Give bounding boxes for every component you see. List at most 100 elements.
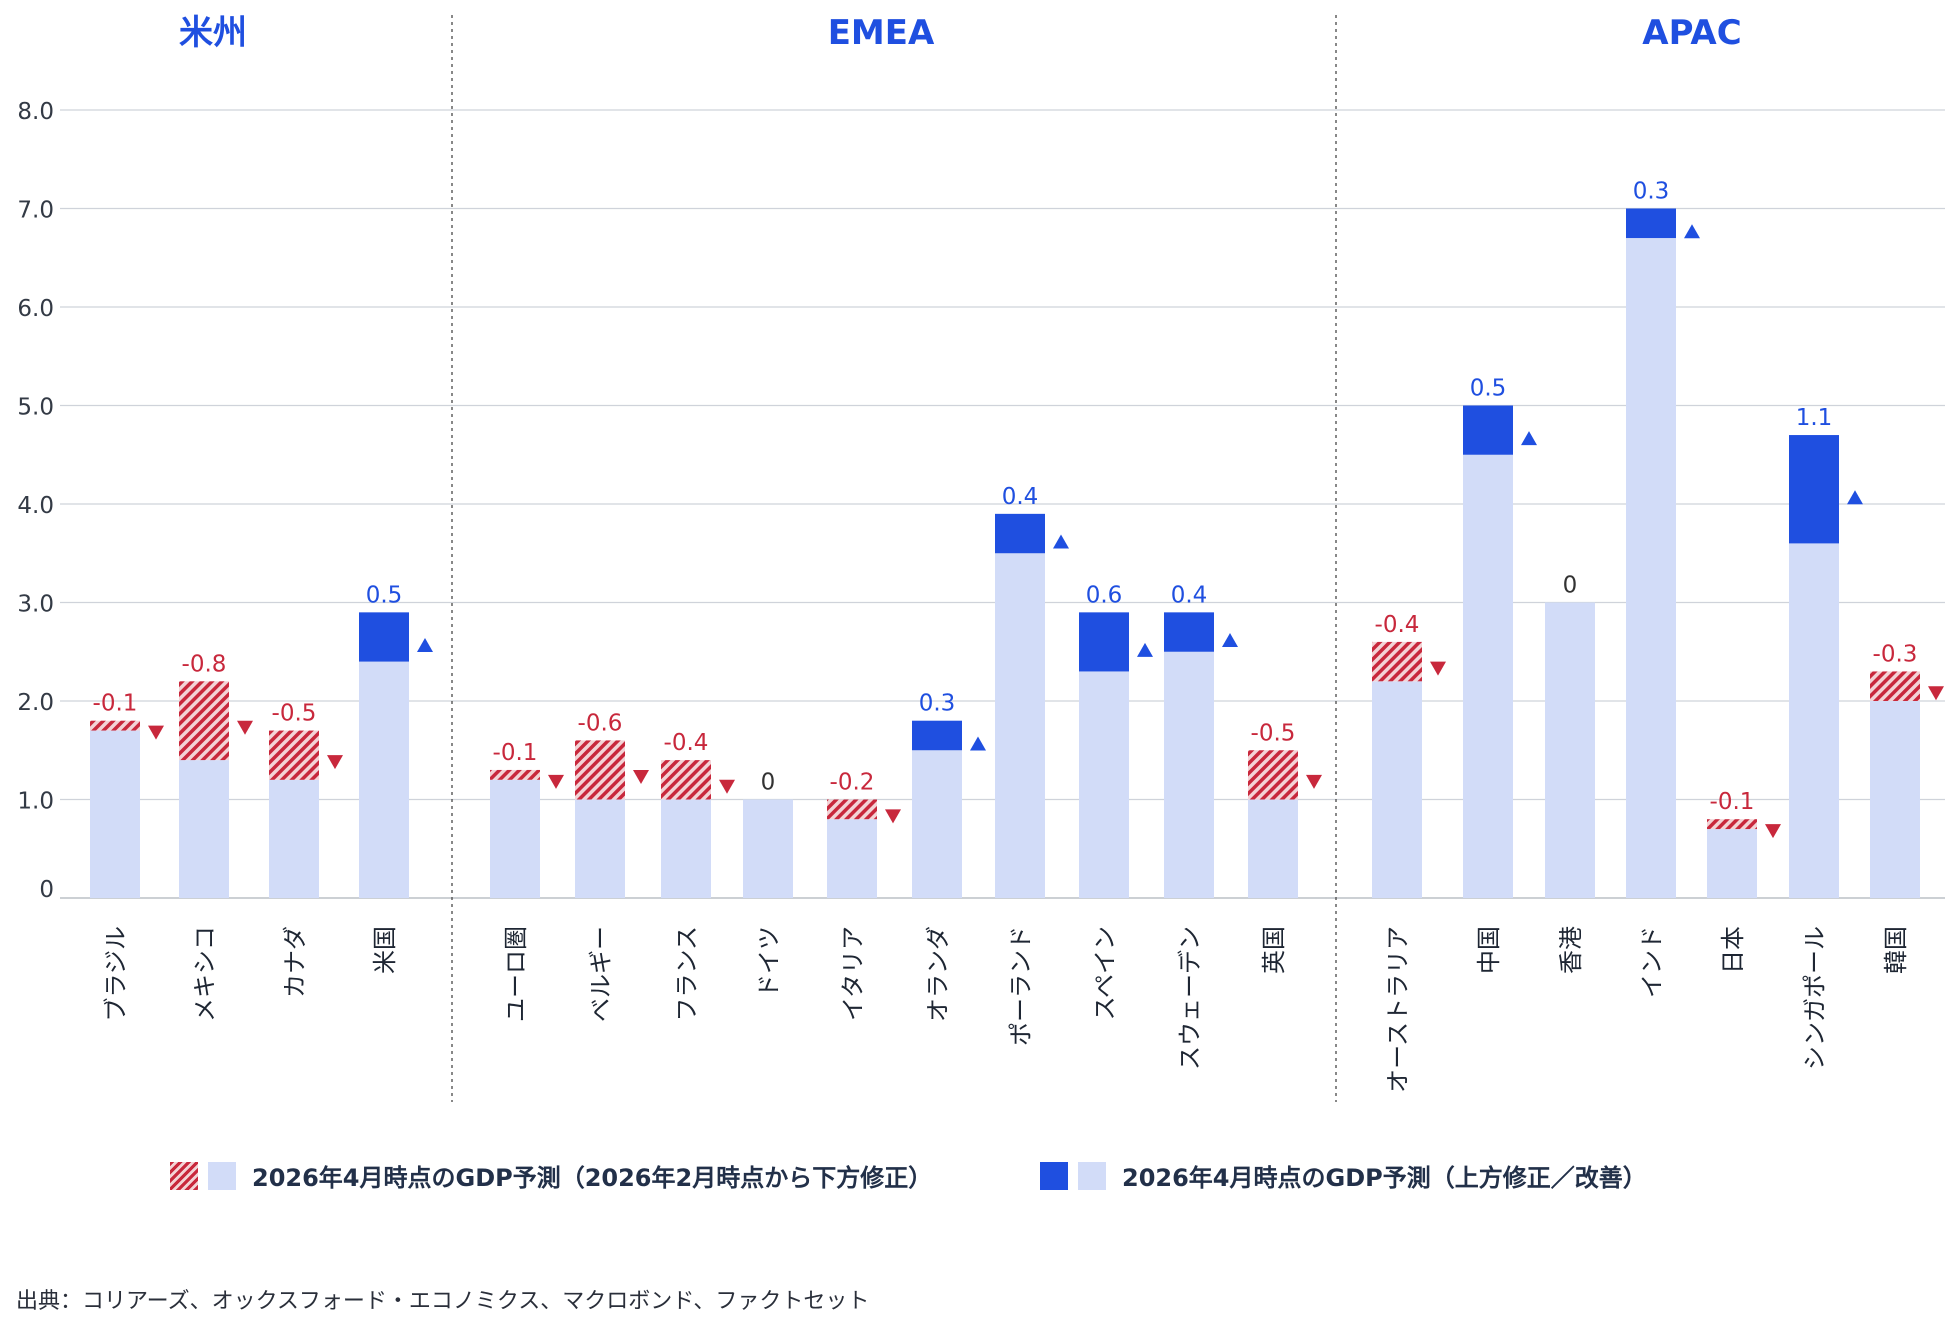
legend: 2026年4月時点のGDP予測（2026年2月時点から下方修正） 2026年4月… xyxy=(0,1158,1950,1198)
data-label: -0.3 xyxy=(1873,641,1918,667)
x-category-label: 米国 xyxy=(371,926,399,974)
legend-swatch-down-revision xyxy=(170,1161,198,1190)
bar-base xyxy=(575,799,625,898)
bar-upward-revision xyxy=(359,612,409,662)
data-label: -0.1 xyxy=(493,740,538,766)
down-arrow-icon xyxy=(719,779,735,794)
down-arrow-icon xyxy=(548,774,564,789)
down-arrow-icon xyxy=(148,725,164,740)
up-arrow-icon xyxy=(417,637,433,652)
x-category-label: オーストラリア xyxy=(1384,926,1412,1093)
y-tick-label: 8.0 xyxy=(17,99,54,125)
y-tick-label: 3.0 xyxy=(17,592,54,618)
group-title: EMEA xyxy=(828,13,935,53)
bar-downward-revision xyxy=(90,720,140,731)
bar-base xyxy=(1463,454,1513,898)
data-label: 0 xyxy=(1563,573,1578,599)
up-arrow-icon xyxy=(1847,490,1863,505)
data-label: 0 xyxy=(761,770,776,796)
bar-base xyxy=(995,553,1045,898)
gdp-forecast-chart: 0 1.0 2.0 3.0 4.0 5.0 6.0 7.0 8.0 米州 -0.1 ブラジル -0.8… xyxy=(17,13,1945,1102)
x-category-label: 英国 xyxy=(1260,926,1288,974)
x-category-label: スウェーデン xyxy=(1176,926,1204,1070)
source-note: 出典：コリアーズ、オックスフォード・エコノミクス、マクロボンド、ファクトセット xyxy=(16,1289,870,1314)
down-arrow-icon xyxy=(327,755,343,770)
legend-item-down: 2026年4月時点のGDP予測（2026年2月時点から下方修正） xyxy=(170,1158,932,1193)
data-label: -0.4 xyxy=(664,730,709,756)
up-arrow-icon xyxy=(1053,534,1069,549)
up-arrow-icon xyxy=(970,736,986,751)
x-category-label: 日本 xyxy=(1719,926,1747,974)
bar-base xyxy=(490,779,540,898)
down-arrow-icon xyxy=(1306,774,1322,789)
x-category-label: ドイツ xyxy=(755,926,783,998)
data-label: 0.5 xyxy=(366,582,403,608)
bar-base xyxy=(1545,602,1595,898)
legend-swatch-base xyxy=(1078,1161,1106,1190)
bar-downward-revision xyxy=(1248,750,1298,800)
data-label: 0.5 xyxy=(1470,376,1507,402)
bar-downward-revision xyxy=(179,681,229,761)
bar-base xyxy=(179,760,229,898)
y-tick-label: 6.0 xyxy=(17,296,54,322)
bar-base xyxy=(661,799,711,898)
legend-item-up: 2026年4月時点のGDP予測（上方修正／改善） xyxy=(1040,1158,1647,1193)
data-label: 1.1 xyxy=(1796,405,1833,431)
group-title: APAC xyxy=(1642,13,1741,53)
bar-base xyxy=(1372,681,1422,898)
x-category-label: スペイン xyxy=(1091,926,1119,1020)
data-label: 0.4 xyxy=(1002,484,1039,510)
y-tick-label: 5.0 xyxy=(17,395,54,421)
x-category-label: カナダ xyxy=(281,926,309,998)
up-arrow-icon xyxy=(1521,431,1537,446)
data-label: -0.2 xyxy=(830,770,875,796)
x-category-label: ベルギー xyxy=(587,926,615,1022)
bar-base xyxy=(359,661,409,898)
bar-downward-revision xyxy=(1372,641,1422,682)
up-arrow-icon xyxy=(1137,642,1153,657)
bar-base xyxy=(1164,651,1214,898)
down-arrow-icon xyxy=(237,720,253,735)
bar-downward-revision xyxy=(269,730,319,780)
legend-label-up: 2026年4月時点のGDP予測（上方修正／改善） xyxy=(1122,1164,1647,1192)
bar-upward-revision xyxy=(1789,435,1839,544)
bar-base xyxy=(1626,238,1676,899)
group-title: 米州 xyxy=(179,13,247,53)
x-category-label: 中国 xyxy=(1475,926,1503,974)
x-category-label: ポーランド xyxy=(1007,926,1035,1046)
y-tick-label: 2.0 xyxy=(17,690,54,716)
y-tick-label: 1.0 xyxy=(17,789,54,815)
down-arrow-icon xyxy=(1928,686,1944,701)
y-tick-label: 4.0 xyxy=(17,493,54,519)
bar-base xyxy=(827,819,877,898)
bar-upward-revision xyxy=(912,720,962,751)
bar-upward-revision xyxy=(995,513,1045,554)
y-tick-label: 7.0 xyxy=(17,198,54,224)
up-arrow-icon xyxy=(1684,224,1700,239)
bar-upward-revision xyxy=(1079,612,1129,672)
data-label: -0.5 xyxy=(272,701,317,727)
x-category-label: シンガポール xyxy=(1801,926,1829,1070)
x-category-label: 香港 xyxy=(1557,926,1585,974)
bar-base xyxy=(1789,543,1839,898)
data-label: -0.4 xyxy=(1375,612,1420,638)
bar-base xyxy=(1707,829,1757,898)
bar-base xyxy=(269,779,319,898)
data-label: 0.4 xyxy=(1171,582,1208,608)
bar-downward-revision xyxy=(1707,819,1757,830)
data-label: -0.5 xyxy=(1251,720,1296,746)
x-category-label: オランダ xyxy=(924,926,952,1022)
legend-swatch-up-revision xyxy=(1040,1161,1068,1190)
bar-downward-revision xyxy=(490,769,540,780)
x-category-label: イタリア xyxy=(839,926,867,1021)
down-arrow-icon xyxy=(1765,824,1781,839)
bar-upward-revision xyxy=(1463,405,1513,455)
data-label: -0.1 xyxy=(93,691,138,717)
down-arrow-icon xyxy=(1430,661,1446,676)
x-category-label: 韓国 xyxy=(1882,926,1910,974)
down-arrow-icon xyxy=(633,769,649,784)
y-tick-label: 0 xyxy=(39,877,54,903)
bar-base xyxy=(90,730,140,898)
data-label: 0.6 xyxy=(1086,582,1123,608)
x-category-label: ユーロ圏 xyxy=(502,926,530,1022)
